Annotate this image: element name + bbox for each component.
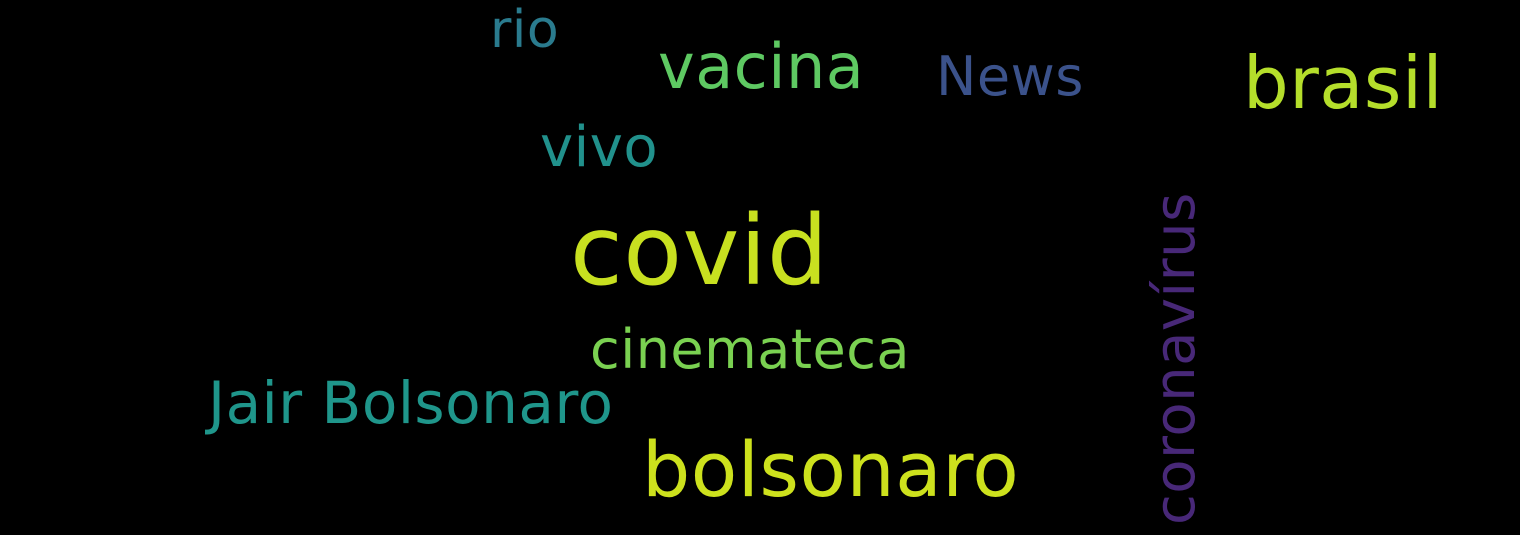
word-vivo: vivo [540, 115, 659, 180]
word-brasil: brasil [1243, 41, 1443, 125]
word-rio: rio [490, 0, 560, 60]
word-vacina: vacina [658, 30, 865, 103]
word-covid: covid [570, 195, 829, 307]
word-coronavirus: coronavírus [1143, 192, 1208, 525]
word-cinemateca: cinemateca [590, 318, 911, 381]
word-news: News [936, 45, 1084, 108]
word-jair-bolsonaro: Jair Bolsonaro [208, 369, 614, 437]
word-bolsonaro: bolsonaro [642, 425, 1020, 514]
